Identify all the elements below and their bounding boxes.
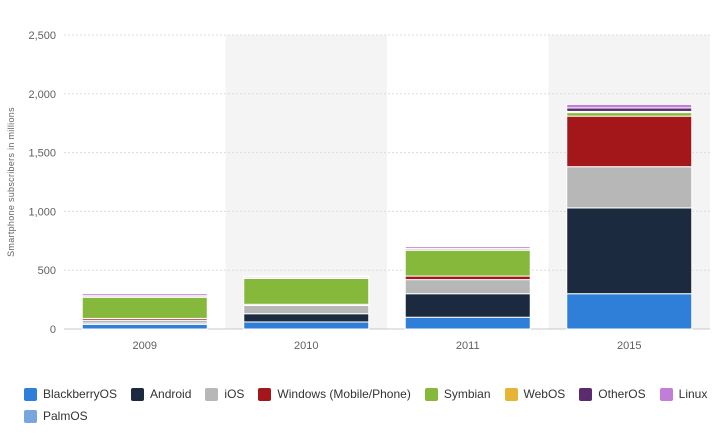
legend-item[interactable]: Android: [131, 386, 191, 402]
bar-segment: [81, 323, 208, 330]
bar-segment: [404, 316, 531, 330]
legend-swatch: [24, 387, 37, 401]
bar-segment: [566, 293, 693, 330]
legend-label: PalmOS: [43, 409, 88, 423]
legend-label: OtherOS: [598, 387, 646, 401]
bar-segment: [566, 207, 693, 295]
y-tick-label: 2,000: [28, 89, 56, 101]
legend-label: BlackberryOS: [43, 387, 118, 401]
legend-item[interactable]: Linux: [659, 386, 708, 402]
bar-segment: [404, 246, 531, 250]
bar-segment: [243, 313, 370, 323]
bar-segment: [81, 296, 208, 319]
legend-item[interactable]: PalmOS: [24, 408, 88, 424]
x-tick-label: 2011: [456, 340, 480, 352]
legend-label: Windows (Mobile/Phone): [277, 387, 411, 401]
legend-label: iOS: [224, 387, 245, 401]
bar-segment: [243, 304, 370, 315]
bar-segment: [566, 107, 693, 112]
legend-swatch: [659, 387, 673, 401]
bar-segment: [404, 249, 531, 277]
bars: [81, 103, 693, 330]
legend-item[interactable]: Symbian: [424, 386, 491, 402]
bar-segment: [566, 112, 693, 117]
legend-label: WebOS: [523, 387, 566, 401]
bar-segment: [404, 275, 531, 281]
bar-segment: [243, 277, 370, 305]
legend: BlackberryOS Android iOS Windows (Mobile/Ph…: [24, 386, 714, 424]
legend-item[interactable]: BlackberryOS: [24, 386, 117, 402]
legend-label: Symbian: [443, 387, 491, 401]
y-tick-label: 1,500: [28, 148, 56, 160]
stacked-bar-chart: 0 500 1,000 1,500 2,000 2,500 2009 2010 2011 201…: [6, 30, 710, 352]
x-tick-label: 2010: [294, 340, 318, 352]
y-tick-label: 2,500: [28, 30, 56, 42]
y-axis-ticks: 0 500 1,000 1,500 2,000 2,500: [28, 30, 56, 336]
bar-segment: [566, 115, 693, 168]
legend-swatch: [258, 387, 272, 401]
legend-item[interactable]: WebOS: [504, 386, 566, 402]
legend-swatch: [131, 387, 145, 401]
legend-item[interactable]: OtherOS: [579, 386, 646, 402]
y-tick-label: 0: [50, 324, 56, 336]
x-tick-label: 2009: [133, 340, 157, 352]
legend-swatch: [424, 387, 438, 401]
bar-segment: [566, 103, 693, 109]
legend-item[interactable]: Windows (Mobile/Phone): [258, 386, 411, 402]
y-tick-label: 1,000: [28, 206, 56, 218]
bar-segment: [404, 293, 531, 318]
legend-label: Linux: [678, 387, 708, 401]
bar-segment: [81, 293, 208, 297]
bar-segment: [404, 279, 531, 295]
bar-segment: [243, 275, 370, 278]
legend-swatch: [24, 409, 37, 423]
x-tick-label: 2015: [617, 340, 641, 352]
legend-swatch: [579, 387, 593, 401]
legend-swatch: [205, 387, 219, 401]
legend-swatch: [504, 387, 518, 401]
legend-label: Android: [150, 387, 192, 401]
bar-segment: [566, 166, 693, 209]
bar-segment: [243, 321, 370, 330]
y-axis-label: Smartphone subscribers in millions: [6, 107, 16, 257]
legend-item[interactable]: iOS: [205, 386, 244, 402]
y-tick-label: 500: [38, 265, 56, 277]
x-axis-ticks: 2009 2010 2011 2015: [133, 340, 642, 352]
